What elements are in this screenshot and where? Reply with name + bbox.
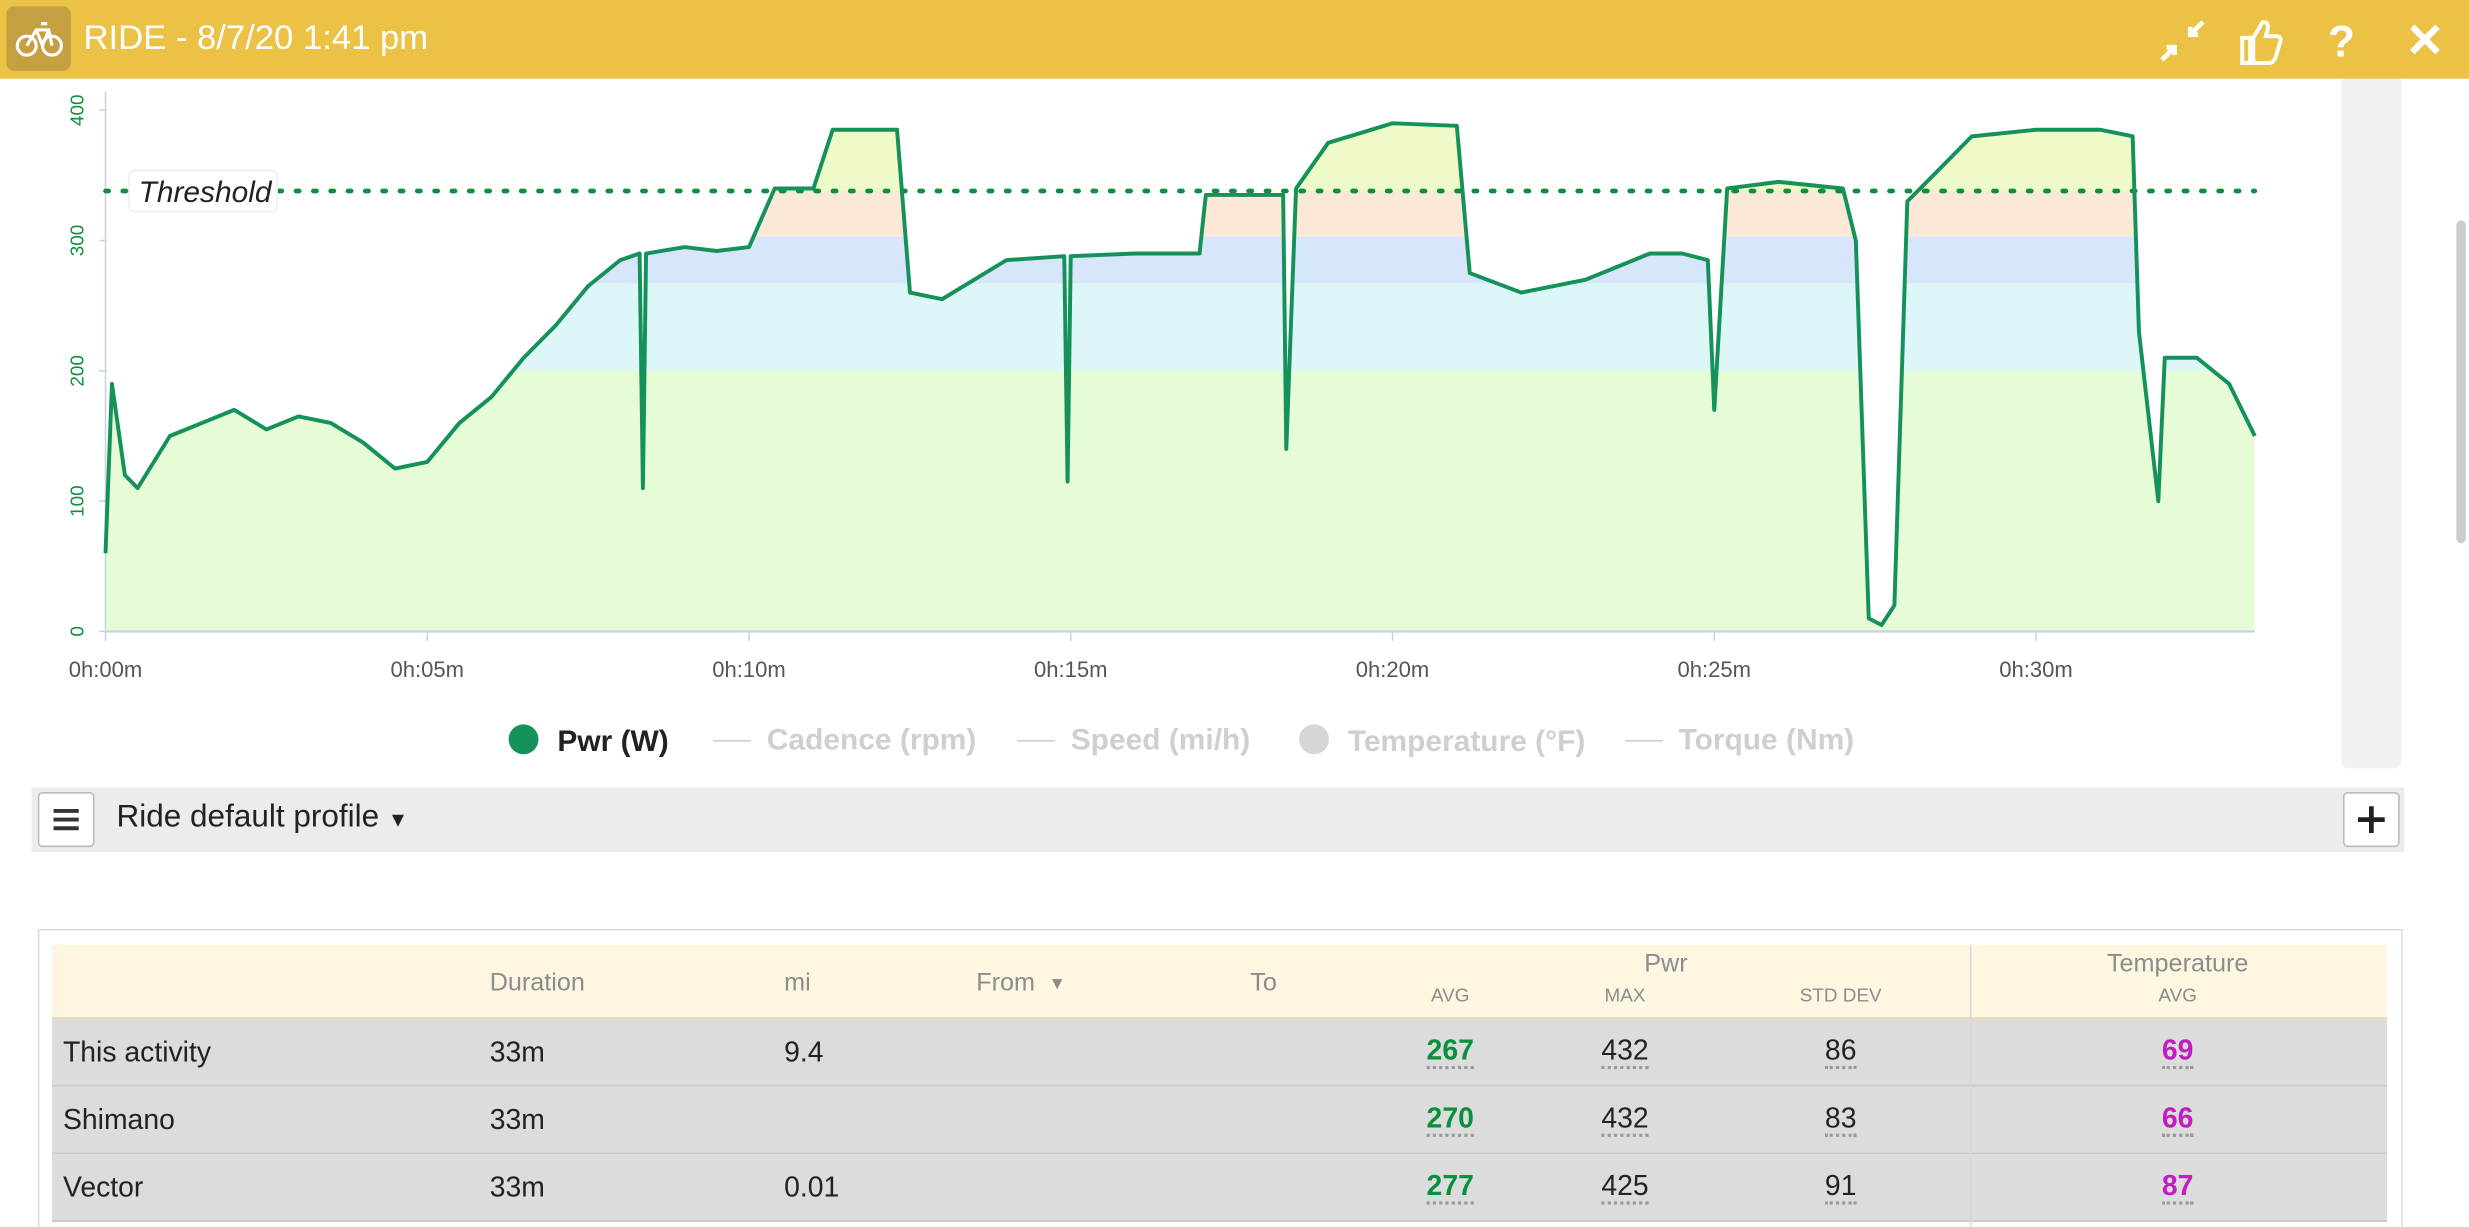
scrollbar[interactable] [2456, 220, 2466, 544]
table-value: 270 [1426, 1102, 1474, 1137]
table-value: 86 [1824, 1035, 1857, 1070]
column-separator [1969, 944, 1972, 1227]
x-tick-label: 0h:20m [1356, 657, 1429, 682]
table-value: 425 [1601, 1170, 1649, 1205]
column-header: To [1250, 969, 1277, 997]
table-value: 432 [1601, 1102, 1649, 1137]
legend-label: Temperature (°F) [1347, 725, 1586, 759]
zones [105, 123, 2255, 632]
add-button[interactable] [2343, 792, 2400, 848]
legend-label: Pwr (W) [557, 725, 669, 759]
table-cell: 33m [489, 1036, 545, 1068]
table-value: 83 [1824, 1102, 1857, 1137]
x-tick-label: 0h:30m [1999, 657, 2072, 682]
legend-item[interactable]: Speed (mi/h) [1017, 724, 1250, 759]
legend-dot [508, 724, 539, 755]
table-header: Pwr Temperature Duration mi From ▼ To AVG MAX STD… [51, 944, 2388, 1019]
collapse-button[interactable] [2160, 20, 2205, 62]
comparison-table: Pwr Temperature Duration mi From ▼ To AVG MAX STD… [37, 929, 2403, 1227]
legend-dot [1299, 724, 1329, 755]
column-header: STD DEV [1799, 984, 1882, 1007]
y-tick-label: 100 [67, 485, 88, 517]
x-tick-label: 0h:00m [69, 657, 142, 682]
x-tick-label: 0h:25m [1678, 657, 1751, 682]
column-header: MAX [1604, 984, 1646, 1007]
legend-line [1624, 740, 1663, 742]
threshold-label: Threshold [139, 176, 273, 209]
row-label: This activity [62, 1036, 212, 1068]
threshold-label-bg [128, 169, 278, 213]
table-cell: 0.01 [784, 1171, 840, 1203]
row-label: Shimano [62, 1103, 175, 1136]
scroll-panel [2341, 78, 2402, 769]
close-button[interactable] [2410, 24, 2440, 55]
help-button[interactable]: ? [2328, 18, 2355, 67]
column-header: AVG [1430, 984, 1470, 1007]
y-tick-label: 200 [67, 355, 88, 387]
power-zone [105, 236, 2255, 284]
legend-label: Torque (Nm) [1678, 724, 1855, 758]
table-row: Shimano 33m 270 432 83 66 [51, 1086, 2388, 1155]
table-body: This activity 33m 9.4 267 432 86 69 Shimano 33m 2… [51, 1018, 2388, 1227]
y-tick-label: 300 [67, 225, 88, 256]
column-header: Duration [489, 969, 585, 997]
legend-label: Speed (mi/h) [1070, 724, 1251, 758]
like-button[interactable] [2240, 20, 2283, 65]
group-header: Temperature [2106, 951, 2249, 978]
window-controls: ? [2160, 18, 2440, 67]
legend-item[interactable]: Torque (Nm) [1624, 724, 1855, 759]
sort-arrow: ▼ [1048, 974, 1066, 994]
group-header: Pwr [1644, 951, 1688, 978]
legend-line [713, 740, 752, 742]
power-zone [105, 191, 2255, 237]
power-zone [105, 370, 2255, 632]
legend-item[interactable]: Cadence (rpm) [713, 724, 976, 759]
power-line [103, 121, 2257, 627]
row-label: Vector [62, 1171, 144, 1203]
column-header: AVG [2158, 984, 2197, 1007]
legend: Pwr (W) Cadence (rpm) Speed (mi/h) Temperat… [0, 718, 2362, 765]
profile-dropdown[interactable]: Ride default profile ▼ [117, 800, 409, 836]
x-tick-label: 0h:15m [1034, 657, 1107, 682]
dropdown-arrow: ▼ [387, 807, 409, 832]
legend-line [1017, 740, 1055, 742]
table-cell: 9.4 [784, 1036, 824, 1068]
window-title: RIDE - 8/7/20 1:41 pm [83, 17, 429, 57]
x-tick-label: 0h:05m [391, 657, 464, 682]
table-value: 66 [2161, 1102, 2194, 1137]
table-value: 267 [1426, 1035, 1474, 1070]
menu-button[interactable] [37, 792, 95, 848]
legend-item[interactable]: Temperature (°F) [1299, 724, 1585, 760]
column-header[interactable]: From [976, 969, 1036, 997]
table-cell: 33m [489, 1171, 545, 1203]
table-row: This activity 33m 9.4 267 432 86 69 [51, 1018, 2388, 1087]
power-zone [105, 283, 2255, 371]
column-header: mi [784, 969, 811, 997]
title-bar: RIDE - 8/7/20 1:41 pm ? [0, 0, 2469, 79]
menu-icon [53, 808, 79, 831]
y-tick-label: 400 [67, 94, 88, 126]
app-icon[interactable] [6, 6, 71, 71]
table-value: 432 [1601, 1035, 1649, 1070]
x-tick-label: 0h:10m [712, 657, 785, 682]
table-value: 69 [2161, 1035, 2194, 1070]
legend-label: Cadence (rpm) [766, 724, 977, 758]
table-value: 277 [1426, 1170, 1474, 1205]
table-cell: 33m [489, 1103, 545, 1136]
table-value: 87 [2161, 1170, 2194, 1205]
profile-bar: Ride default profile ▼ [31, 787, 2405, 852]
bike-icon [15, 22, 63, 57]
y-tick-label: 0 [67, 626, 88, 636]
profile-label: Ride default profile [116, 799, 380, 835]
plus-icon [2357, 806, 2385, 833]
power-chart: 0 100 200 300 400 0h:00m 0h:05m 0h:10m 0h:15m 0h:… [67, 91, 2258, 682]
legend-item[interactable]: Pwr (W) [508, 724, 669, 760]
table-row: Vector 33m 0.01 277 425 91 87 [51, 1154, 2388, 1222]
table-value: 91 [1824, 1170, 1857, 1205]
